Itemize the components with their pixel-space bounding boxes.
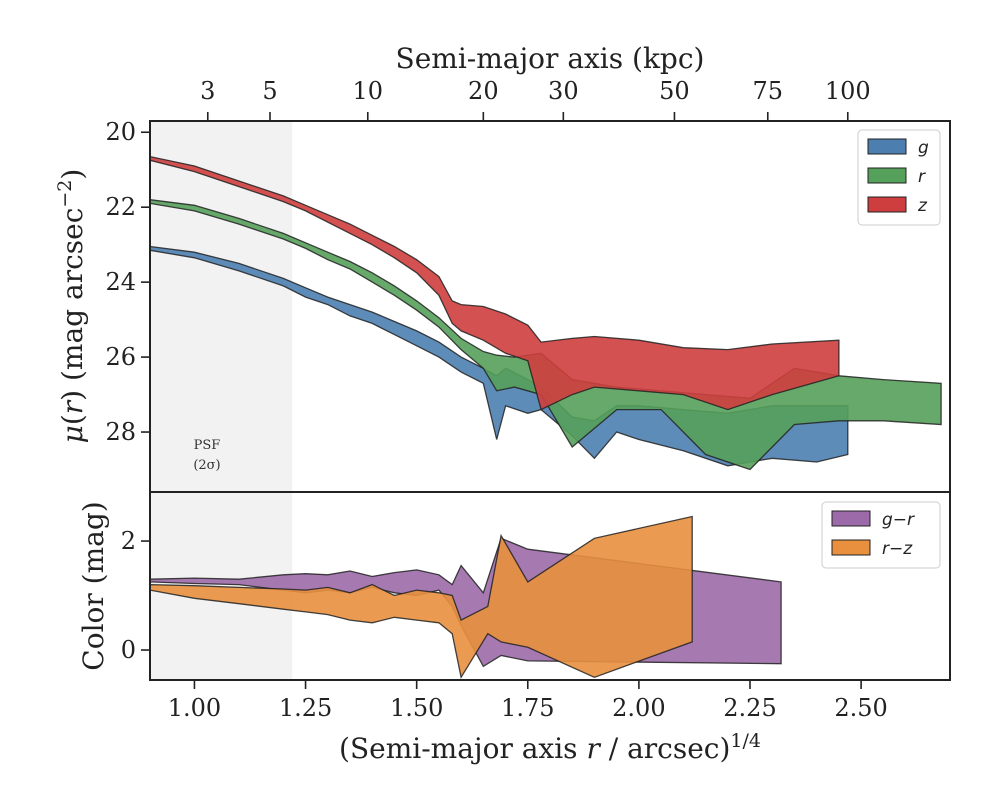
bottom-y-axis-title: Color (mag) (77, 501, 110, 670)
bottom-legend-swatch-0 (831, 510, 871, 527)
x-axis-title: (Semi-major axis r / arcsec)1/4 (339, 730, 761, 765)
bottom-y-axis: 02 (121, 527, 150, 664)
top-ytick-label-1: 22 (105, 193, 136, 221)
top-legend-label-0: g (918, 138, 929, 158)
bottom-xtick-label-1: 1.25 (279, 694, 332, 722)
bottom-ytick-label-0: 0 (121, 636, 136, 664)
bottom-xtick-label-2: 1.50 (390, 694, 443, 722)
bottom-x-axis: 1.00 1.25 1.50 1.75 2.00 2.25 2.50 (168, 680, 888, 722)
top-legend-swatch-2 (867, 196, 907, 213)
top-xtick-label-1: 5 (262, 77, 277, 105)
top-xtick-label-0: 3 (200, 77, 215, 105)
top-legend-label-2: z (917, 196, 928, 216)
top-legend-label-1: r (918, 167, 926, 187)
bottom-legend: g−r r−z (821, 501, 941, 569)
bottom-legend-label-1: r−z (882, 539, 913, 559)
top-xtick-label-4: 30 (548, 77, 579, 105)
bottom-xtick-label-6: 2.50 (834, 694, 887, 722)
top-xtick-label-3: 20 (468, 77, 499, 105)
top-series-layer (150, 155, 942, 471)
bottom-series-layer (150, 515, 782, 680)
top-legend: grz (857, 129, 941, 226)
bottom-xtick-label-0: 1.00 (168, 694, 221, 722)
top-y-axis-title: μ(r) (mag arcsec−2) (54, 169, 89, 444)
bottom-ytick-label-1: 2 (121, 527, 136, 555)
top-ytick-label-0: 20 (105, 118, 136, 146)
top-xtick-label-7: 100 (825, 77, 871, 105)
top-ytick-label-2: 24 (105, 268, 136, 296)
bottom-series-band-1 (150, 515, 693, 680)
bottom-xtick-label-4: 2.00 (612, 694, 665, 722)
bottom-xtick-label-3: 1.75 (501, 694, 554, 722)
top-ytick-label-4: 28 (105, 418, 136, 446)
top-ytick-label-3: 26 (105, 343, 136, 371)
top-legend-swatch-0 (867, 138, 907, 155)
top-axis-title: Semi-major axis (kpc) (396, 42, 705, 75)
top-xtick-label-2: 10 (353, 77, 384, 105)
top-xtick-label-5: 50 (659, 77, 690, 105)
top-x-axis-kpc: 3 5 10 20 30 50 75 100 (200, 77, 871, 121)
bottom-panel-frame (149, 491, 951, 681)
psf-label-line2: (2σ) (193, 458, 220, 473)
top-y-axis: 20 22 24 26 28 (105, 118, 150, 446)
psf-shade-top (150, 121, 293, 492)
bottom-panel: 02 1.00 1.25 1.50 1.75 2.00 2.25 2.50 Color (m… (77, 492, 941, 765)
bottom-legend-label-0: g−r (882, 510, 915, 530)
top-legend-swatch-1 (867, 167, 907, 184)
top-panel: PSF (2σ) 20 22 24 26 28 3 5 10 20 30 50 75 100 Semi… (54, 42, 942, 492)
top-series-band-2 (150, 155, 840, 411)
psf-label-line1: PSF (194, 438, 221, 453)
bottom-legend-swatch-1 (831, 539, 871, 556)
top-xtick-label-6: 75 (753, 77, 784, 105)
bottom-xtick-label-5: 2.25 (723, 694, 776, 722)
